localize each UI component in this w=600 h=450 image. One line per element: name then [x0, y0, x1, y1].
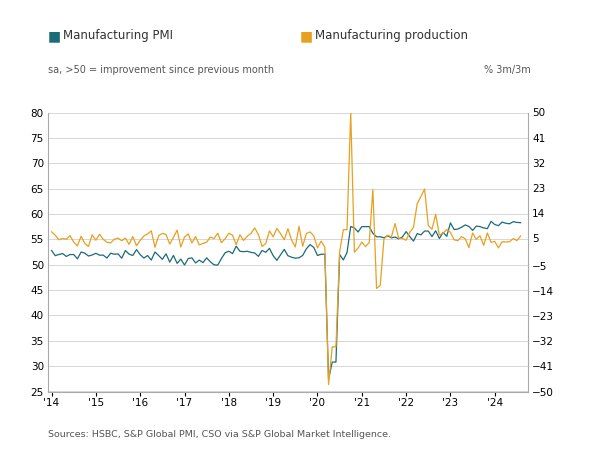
Text: ■: ■ — [300, 29, 313, 43]
Text: sa, >50 = improvement since previous month: sa, >50 = improvement since previous mon… — [48, 65, 274, 75]
Text: % 3m/3m: % 3m/3m — [484, 65, 531, 75]
Text: ■: ■ — [48, 29, 61, 43]
Text: Manufacturing PMI: Manufacturing PMI — [63, 30, 173, 42]
Text: Manufacturing production: Manufacturing production — [315, 30, 468, 42]
Text: Sources: HSBC, S&P Global PMI, CSO via S&P Global Market Intelligence.: Sources: HSBC, S&P Global PMI, CSO via S… — [48, 430, 391, 439]
